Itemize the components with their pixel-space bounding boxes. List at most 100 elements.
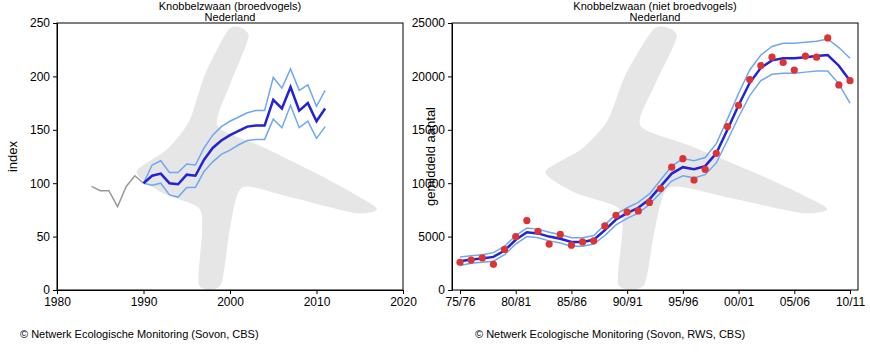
point xyxy=(601,222,608,229)
subtitle: Nederland xyxy=(630,11,681,23)
tick-label: 0 xyxy=(43,283,50,297)
point xyxy=(802,53,809,60)
point xyxy=(746,76,753,83)
tick-mark xyxy=(794,290,795,294)
tick: 2000 xyxy=(217,290,244,309)
point xyxy=(468,256,475,263)
tick-mark xyxy=(448,23,452,24)
tick: 25000 xyxy=(412,16,452,30)
tick: 05/06 xyxy=(780,290,810,309)
tick: 0 xyxy=(438,283,452,297)
tick-mark xyxy=(448,237,452,238)
tick-label: 80/81 xyxy=(501,295,531,309)
subtitle: Nederland xyxy=(205,11,256,23)
tick-label: 2000 xyxy=(217,295,244,309)
plot-area xyxy=(92,69,326,207)
tick-mark xyxy=(53,23,57,24)
point xyxy=(657,185,664,192)
point xyxy=(668,164,675,171)
tick-label: 0 xyxy=(438,283,445,297)
point xyxy=(546,240,553,247)
tick: 85/86 xyxy=(557,290,587,309)
axis-line xyxy=(461,291,851,295)
tick-mark xyxy=(683,290,684,294)
point xyxy=(679,155,686,162)
point xyxy=(501,246,508,253)
tick: 100 xyxy=(30,177,57,191)
tick: 90/91 xyxy=(613,290,643,309)
point xyxy=(646,199,653,206)
point xyxy=(568,242,575,249)
tick-label: 20000 xyxy=(412,70,446,84)
point xyxy=(512,233,519,240)
point xyxy=(479,254,486,261)
point xyxy=(534,228,541,235)
tick-mark xyxy=(448,130,452,131)
line xyxy=(460,55,850,261)
point xyxy=(690,176,697,183)
tick-label: 75/76 xyxy=(445,295,475,309)
tick-mark xyxy=(460,290,461,294)
plot-area xyxy=(456,34,853,268)
point xyxy=(768,54,775,61)
plot-frame xyxy=(452,23,858,290)
axis-line xyxy=(448,24,453,291)
tick: 1990 xyxy=(131,290,158,309)
chart: 19801990200020102020050100150200250Knobb… xyxy=(5,0,417,340)
line xyxy=(460,71,850,265)
tick: 5000 xyxy=(418,230,452,244)
y-axis: 0500010000150002000025000 xyxy=(412,16,453,297)
tick-label: 85/86 xyxy=(557,295,587,309)
figure: 19801990200020102020050100150200250Knobb… xyxy=(0,0,870,353)
y-axis: 050100150200250 xyxy=(30,16,58,297)
tick-label: 150 xyxy=(30,123,50,137)
tick-mark xyxy=(53,237,57,238)
point xyxy=(835,81,842,88)
line xyxy=(460,39,850,257)
watermark xyxy=(545,26,827,289)
tick-label: 50 xyxy=(37,230,51,244)
tick-mark xyxy=(850,290,851,294)
point xyxy=(523,217,530,224)
tick: 2020 xyxy=(390,290,417,309)
point xyxy=(757,62,764,69)
y-axis-title: gemiddeld aantal xyxy=(423,107,438,206)
plot-frame xyxy=(57,23,403,290)
tick-mark xyxy=(144,290,145,294)
tick-label: 5000 xyxy=(418,230,445,244)
tick-mark xyxy=(739,290,740,294)
tick-label: 1990 xyxy=(131,295,158,309)
source-note: © Netwerk Ecologische Monitoring (Sovon,… xyxy=(475,328,745,340)
tick: 20000 xyxy=(412,70,452,84)
tick-label: 90/91 xyxy=(613,295,643,309)
tick-mark xyxy=(53,290,57,291)
tick: 95/96 xyxy=(668,290,698,309)
y-axis-title: index xyxy=(5,140,20,172)
tick-label: 00/01 xyxy=(724,295,754,309)
point xyxy=(579,238,586,245)
point xyxy=(824,34,831,41)
scatter-series xyxy=(456,34,853,268)
tick: 75/76 xyxy=(445,290,475,309)
point xyxy=(557,231,564,238)
point xyxy=(724,123,731,130)
point xyxy=(791,66,798,73)
point xyxy=(702,166,709,173)
point xyxy=(846,77,853,84)
tick: 50 xyxy=(37,230,57,244)
watermark xyxy=(137,26,377,289)
tick-label: 2010 xyxy=(304,295,331,309)
tick-mark xyxy=(317,290,318,294)
point xyxy=(624,208,631,215)
tick-mark xyxy=(516,290,517,294)
tick-label: 10/11 xyxy=(836,295,865,309)
point xyxy=(813,54,820,61)
tick-mark xyxy=(53,130,57,131)
tick-mark xyxy=(53,76,57,77)
tick-mark xyxy=(403,290,404,294)
tick: 250 xyxy=(30,16,57,30)
tick: 150 xyxy=(30,123,57,137)
tick-mark xyxy=(571,290,572,294)
x-axis: 19801990200020102020 xyxy=(44,290,417,309)
point xyxy=(713,150,720,157)
